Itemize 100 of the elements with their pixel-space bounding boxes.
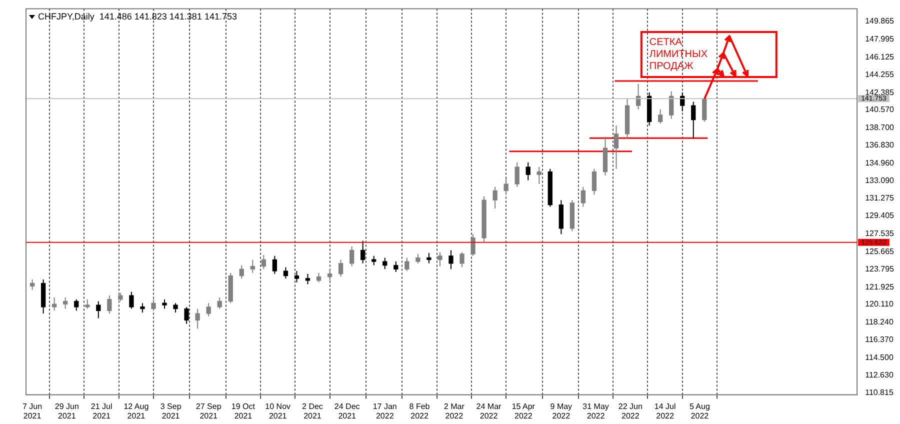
candlestick (504, 178, 508, 195)
candlestick (602, 136, 608, 176)
y-tick-label: 118.240 (865, 317, 894, 326)
y-tick-label: 140.570 (865, 105, 895, 114)
x-tick-label: 31 May 2022 (582, 402, 609, 420)
candlestick (658, 108, 663, 124)
candlestick (140, 302, 145, 314)
y-tick-label: 116.370 (865, 335, 894, 344)
x-tick-label: 9 May 2022 (550, 402, 572, 420)
y-tick-label: 133.090 (865, 176, 895, 186)
chart-title: CHFJPY,Daily 141.486 141.823 141.381 141.753 (38, 11, 237, 22)
candlestick (250, 259, 255, 274)
candlestick (206, 302, 211, 317)
y-tick-label: 144.255 (865, 70, 895, 80)
candlestick (96, 300, 101, 319)
x-tick-label: 17 Jan 2022 (372, 402, 397, 420)
candlestick (482, 196, 486, 242)
candlestick (217, 296, 222, 310)
y-tick-label: 123.795 (865, 264, 895, 274)
x-tick-label: 8 Feb 2022 (409, 402, 430, 420)
x-tick-label: 12 Aug 2021 (124, 402, 149, 420)
candlestick (74, 298, 79, 312)
candlestick (118, 292, 123, 302)
y-tick-label: 146.125 (865, 52, 895, 62)
candlestick (548, 168, 552, 208)
candlestick (360, 240, 366, 264)
candlestick (438, 252, 442, 267)
candlestick (40, 278, 46, 314)
y-tick-label: 125.665 (865, 246, 895, 256)
candlestick (239, 264, 244, 280)
candlestick (261, 254, 266, 270)
candlestick (107, 295, 112, 314)
candlestick (173, 302, 178, 314)
x-tick-label: 3 Sep 2021 (160, 402, 182, 420)
x-tick-label: 24 Dec 2021 (334, 402, 360, 420)
candlestick (52, 296, 57, 312)
x-tick-label: 24 Mar 2022 (476, 402, 502, 420)
y-tick-label: 114.500 (865, 352, 894, 362)
x-tick-label: 14 Jul 2022 (654, 402, 676, 420)
x-tick-label: 21 Jul 2021 (90, 402, 112, 420)
candlestick (372, 255, 376, 266)
x-tick-label: 27 Sep 2021 (196, 402, 222, 420)
y-tick-label: 134.960 (865, 158, 895, 168)
candlestick (129, 291, 134, 310)
candlestick (162, 298, 167, 310)
y-tick-label: 112.630 (865, 370, 894, 380)
x-tick-label: 15 Apr 2022 (512, 402, 536, 420)
candlestick (283, 266, 288, 280)
y-tick-label: 149.865 (865, 16, 895, 26)
candlestick (460, 252, 464, 268)
candlestick (492, 186, 498, 210)
candlestick (570, 200, 575, 232)
candlestick (614, 124, 619, 170)
x-tick-label: 2 Dec 2021 (302, 402, 323, 420)
candlestick (669, 90, 674, 120)
y-tick-label: 147.995 (865, 34, 895, 44)
candlestick (416, 253, 420, 264)
x-tick-label: 22 Jun 2022 (618, 402, 642, 420)
x-tick-label: 29 Jun 2021 (54, 402, 79, 420)
candlestick (349, 246, 354, 267)
x-tick-label: 5 Aug 2022 (689, 402, 710, 420)
y-tick-label: 110.815 (865, 388, 894, 397)
candlestick (514, 162, 520, 188)
candlestick (184, 306, 189, 324)
candlestick (536, 166, 542, 185)
y-tick-label: 129.405 (865, 211, 895, 220)
candlestick (426, 252, 432, 264)
candlestick (294, 270, 300, 283)
candlestick (316, 272, 322, 283)
candlestick (470, 234, 476, 256)
candlestick (580, 186, 586, 208)
y-tick-label: 138.700 (865, 122, 895, 132)
annotation: СЕТКА ЛИМИТНЫХ ПРОДАЖ (649, 37, 708, 74)
y-tick-label: 142.385 (865, 88, 895, 97)
candlestick (30, 278, 35, 290)
candlestick (624, 98, 630, 140)
x-tick-label: 7 Jun 2021 (22, 402, 42, 420)
x-tick-label: 10 Nov 2021 (265, 402, 291, 420)
candlestick (327, 268, 332, 281)
candlestick (85, 298, 90, 310)
y-tick-label: 131.275 (865, 193, 895, 202)
candlestick (646, 92, 652, 126)
candlestick (394, 261, 398, 272)
x-tick-label: 19 Oct 2021 (231, 402, 256, 420)
candlestick (63, 296, 68, 310)
candlestick (382, 257, 388, 270)
candlestick (272, 255, 278, 274)
y-tick-label: 121.925 (865, 282, 895, 292)
candlestick (448, 250, 454, 270)
x-tick-label: 2 Mar 2022 (444, 402, 465, 420)
y-tick-label: 127.535 (865, 228, 895, 238)
candlestick (558, 200, 564, 235)
candlestick (338, 259, 344, 278)
candlestick (404, 257, 410, 272)
candlestick (526, 162, 530, 181)
candlestick (195, 308, 200, 330)
candlestick (592, 168, 597, 195)
candlestick (228, 272, 233, 304)
y-tick-label: 120.110 (865, 300, 894, 309)
candlestick (305, 273, 310, 285)
